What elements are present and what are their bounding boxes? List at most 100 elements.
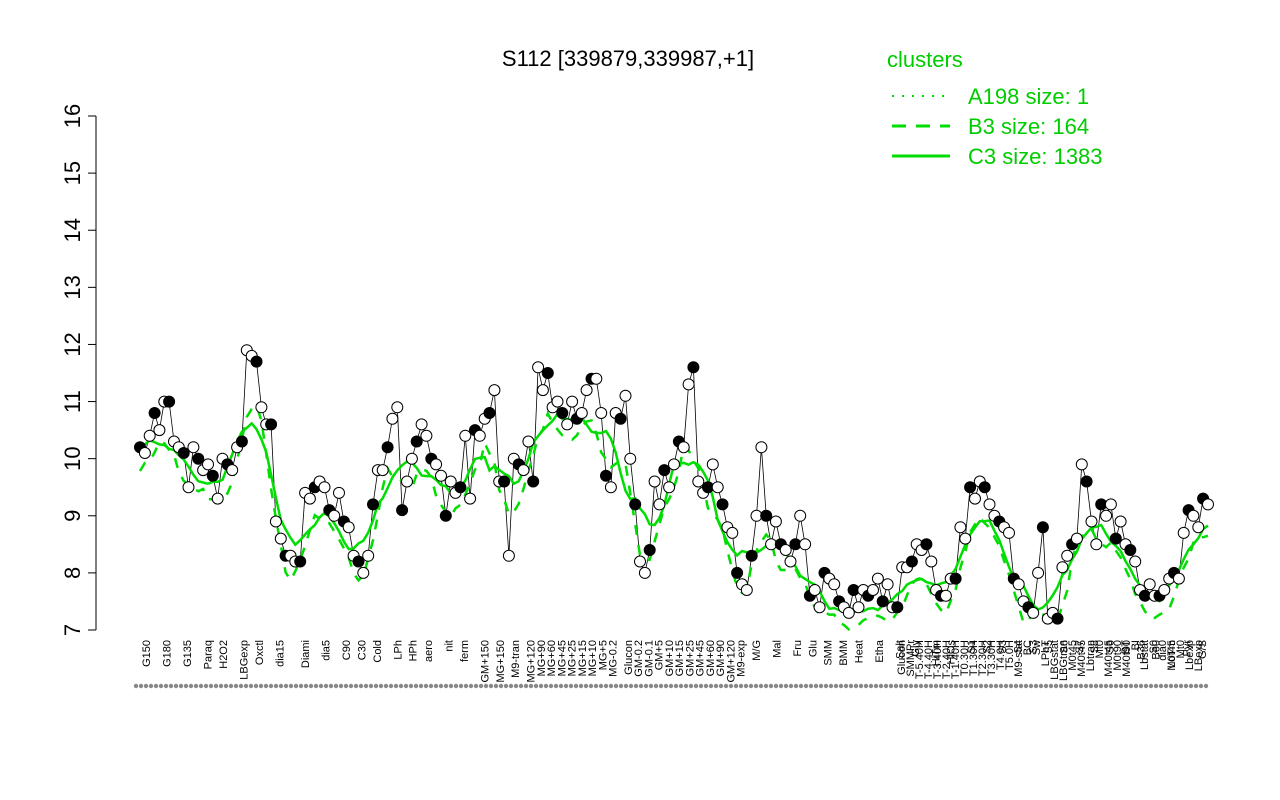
x-rug-dot <box>758 683 764 689</box>
data-point <box>813 601 826 614</box>
x-tick-label: MG+90 <box>536 640 548 676</box>
x-tick-label: GM+5 <box>654 640 666 670</box>
x-rug-dot <box>743 683 749 689</box>
x-rug-dot <box>1163 683 1169 689</box>
x-tick-label: SMM <box>823 640 835 666</box>
x-tick-label: LBGtran <box>1058 640 1070 681</box>
x-rug-dot <box>488 683 494 689</box>
x-tick-label: aero <box>423 640 435 662</box>
x-tick-label: T0.30H <box>959 640 971 676</box>
x-rug-dot <box>578 683 584 689</box>
x-rug-dot <box>428 683 434 689</box>
data-point <box>682 378 695 391</box>
x-rug-dot <box>633 683 639 689</box>
x-rug-dot <box>773 683 779 689</box>
x-tick-label: T2.30H <box>977 640 989 676</box>
x-rug-dot <box>768 683 774 689</box>
x-tick-label: BI <box>1130 640 1142 650</box>
x-rug-dot <box>1168 683 1174 689</box>
data-point <box>430 458 443 471</box>
data-point <box>779 544 792 556</box>
x-tick-label: dia5 <box>321 640 333 661</box>
x-rug-dot <box>1138 683 1144 689</box>
data-point <box>250 355 263 368</box>
x-tick-label: M40t90 <box>1121 640 1133 677</box>
data-point <box>784 555 797 568</box>
data-point <box>711 481 724 494</box>
x-rug-dot <box>683 683 689 689</box>
data-point <box>1192 521 1205 534</box>
data-point <box>352 555 365 568</box>
x-tick-label: MG+60 <box>546 640 558 676</box>
x-rug-dot <box>498 683 504 689</box>
x-rug-dot <box>478 683 484 689</box>
data-point <box>143 429 156 442</box>
legend-title: clusters <box>887 47 963 72</box>
x-rug-dot <box>643 683 649 689</box>
x-rug-dot <box>838 683 844 689</box>
x-tick-label: Mal <box>771 640 783 658</box>
x-rug-dot <box>1078 683 1084 689</box>
legend: clusters A198 size: 1 B3 size: 164 C3 si… <box>887 47 1103 169</box>
x-rug-dot <box>678 683 684 689</box>
x-rug-dot <box>623 683 629 689</box>
x-rug-dot <box>998 683 1004 689</box>
data-point <box>396 504 409 517</box>
data-point <box>1187 509 1200 522</box>
data-point <box>182 481 195 494</box>
x-rug-dot <box>298 683 304 689</box>
x-rug-dot <box>448 683 454 689</box>
x-tick-label: T-4.40H <box>923 640 935 679</box>
x-rug-dot <box>1123 683 1129 689</box>
x-tick-label: MG+25 <box>567 640 579 676</box>
x-rug-dot <box>818 683 824 689</box>
data-point <box>405 452 418 465</box>
x-rug-dot <box>1113 683 1119 689</box>
x-tick-label: Paraq <box>203 640 215 669</box>
x-tick-label: S6 <box>1105 640 1117 653</box>
x-rug-dot <box>273 683 279 689</box>
x-rug-dot <box>1013 683 1019 689</box>
x-rug-dot <box>908 683 914 689</box>
y-axis: 7 8 9 10 11 12 13 14 15 16 <box>60 104 97 636</box>
data-point <box>269 515 282 528</box>
data-point <box>1003 526 1015 539</box>
data-point <box>1036 521 1049 534</box>
x-rug-dot <box>538 683 544 689</box>
x-tick-label: G135 <box>182 640 194 667</box>
x-rug-dot <box>1003 683 1009 689</box>
x-rug-dot <box>133 683 139 689</box>
x-rug-dot <box>363 683 369 689</box>
data-point <box>1075 458 1088 471</box>
data-point <box>1202 498 1214 511</box>
x-rug-dot <box>573 683 579 689</box>
y-tick-label: 10 <box>60 446 85 470</box>
x-rug-dot <box>863 683 869 689</box>
x-tick-label: LoTm <box>1166 640 1178 668</box>
x-tick-label: HPh <box>408 640 420 661</box>
data-point <box>211 492 224 505</box>
y-tick-label: 13 <box>60 275 85 299</box>
x-tick-label: GM+15 <box>674 640 686 676</box>
x-rug-dot <box>343 683 349 689</box>
x-rug-dot <box>583 683 589 689</box>
x-tick-label: G/S <box>1197 640 1209 659</box>
data-point <box>1061 549 1074 562</box>
x-tick-label: S4 <box>1012 640 1024 653</box>
x-tick-label: C90 <box>341 640 353 660</box>
x-rug-dot <box>848 683 854 689</box>
x-tick-label: GM+120 <box>725 640 737 683</box>
x-rug-dot <box>218 683 224 689</box>
data-point <box>745 549 758 562</box>
data-point <box>566 395 579 408</box>
x-tick-label: GM+10 <box>664 640 676 676</box>
x-tick-label: MG+5 <box>597 640 609 670</box>
x-tick-label: Oxctl <box>254 640 266 665</box>
x-rug-dot <box>813 683 819 689</box>
x-rug-dot <box>368 683 374 689</box>
x-rug-dot <box>523 683 529 689</box>
x-rug-dot <box>1008 683 1014 689</box>
x-rug-dot <box>348 683 354 689</box>
x-rug-dot <box>388 683 394 689</box>
x-rug-dot <box>533 683 539 689</box>
